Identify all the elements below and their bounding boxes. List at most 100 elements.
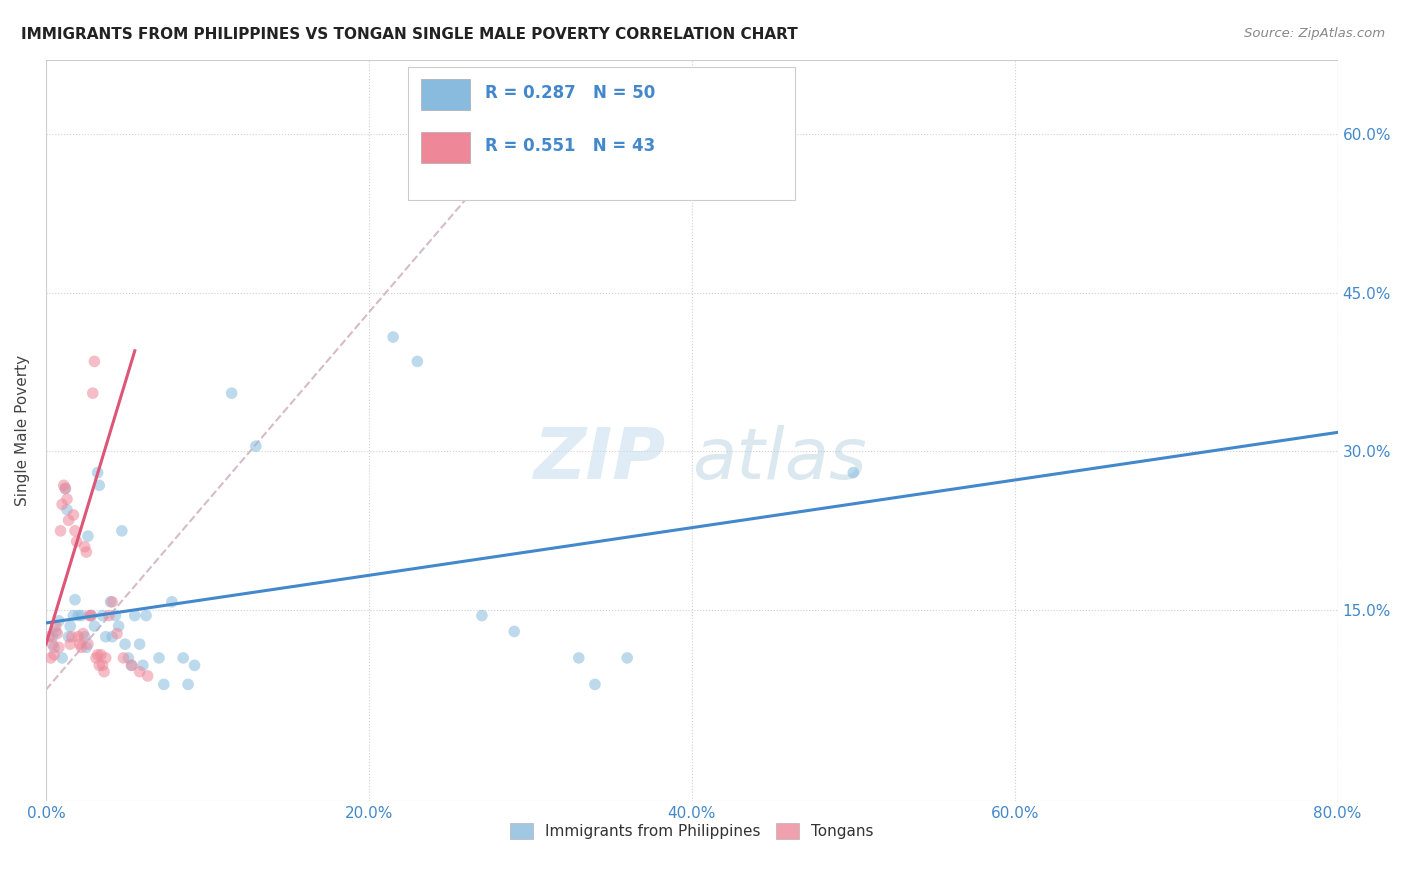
Point [84,651,107,665]
Point [105,626,128,640]
Point [52,478,75,492]
Point [183,658,205,673]
Point [382,330,405,344]
Point [89,478,111,492]
Point [111,524,134,538]
Point [91,608,114,623]
Point [136,669,159,683]
Point [148,651,170,665]
Point [73,540,96,554]
Point [80,608,103,623]
Point [77,637,100,651]
Point [59,619,82,633]
Point [58,513,80,527]
Point [503,624,526,639]
Point [94,651,117,665]
Text: IMMIGRANTS FROM PHILIPPINES VS TONGAN SINGLE MALE POVERTY CORRELATION CHART: IMMIGRANTS FROM PHILIPPINES VS TONGAN SI… [21,27,797,42]
Point [616,651,638,665]
Point [124,608,146,623]
Point [59,637,82,651]
Point [128,665,150,679]
Point [41,637,63,651]
Point [63,524,86,538]
FancyBboxPatch shape [408,67,796,200]
Point [135,608,157,623]
Point [39,651,62,665]
Point [70,640,93,655]
Point [82,386,104,401]
Point [56,502,79,516]
Point [72,626,94,640]
Point [42,648,65,662]
Point [73,630,96,644]
Point [107,619,129,633]
Text: Source: ZipAtlas.com: Source: ZipAtlas.com [1244,27,1385,40]
Point [45,619,67,633]
Point [41,630,63,644]
Point [60,630,83,644]
Point [77,529,100,543]
Point [104,608,127,623]
Point [101,630,124,644]
Point [128,637,150,651]
Point [49,524,72,538]
Text: atlas: atlas [692,425,866,494]
Point [221,386,243,401]
Point [46,626,69,640]
Point [80,608,103,623]
Point [100,595,122,609]
Point [91,658,114,673]
Point [406,354,429,368]
Point [121,658,143,673]
Point [90,648,112,662]
Point [153,677,176,691]
Point [69,637,91,651]
Point [48,640,70,655]
Point [132,658,155,673]
Point [38,630,60,644]
Point [75,545,97,559]
Point [70,608,93,623]
Point [117,651,139,665]
Point [53,482,76,496]
Point [101,595,124,609]
Point [66,534,89,549]
Point [83,619,105,633]
Point [67,608,90,623]
Point [75,640,97,655]
Point [94,630,117,644]
Point [172,651,194,665]
Point [86,648,108,662]
Point [53,482,76,496]
Point [160,595,183,609]
Point [63,592,86,607]
Point [62,608,84,623]
FancyBboxPatch shape [420,132,470,163]
Point [48,614,70,628]
Point [51,497,73,511]
Y-axis label: Single Male Poverty: Single Male Poverty [15,355,30,506]
Text: ZIP: ZIP [534,425,666,494]
Point [62,508,84,522]
Point [97,608,120,623]
Point [51,651,73,665]
Point [112,651,135,665]
Point [45,624,67,639]
Point [89,658,111,673]
Point [42,640,65,655]
Point [56,491,79,506]
Point [471,608,494,623]
Point [67,630,90,644]
Point [121,658,143,673]
Point [58,630,80,644]
Point [245,439,267,453]
Point [177,677,200,691]
Point [568,651,591,665]
Point [83,354,105,368]
Legend: Immigrants from Philippines, Tongans: Immigrants from Philippines, Tongans [503,817,880,845]
Point [79,608,101,623]
Point [842,466,865,480]
Text: R = 0.551   N = 43: R = 0.551 N = 43 [485,137,655,155]
Point [86,466,108,480]
FancyBboxPatch shape [420,78,470,110]
